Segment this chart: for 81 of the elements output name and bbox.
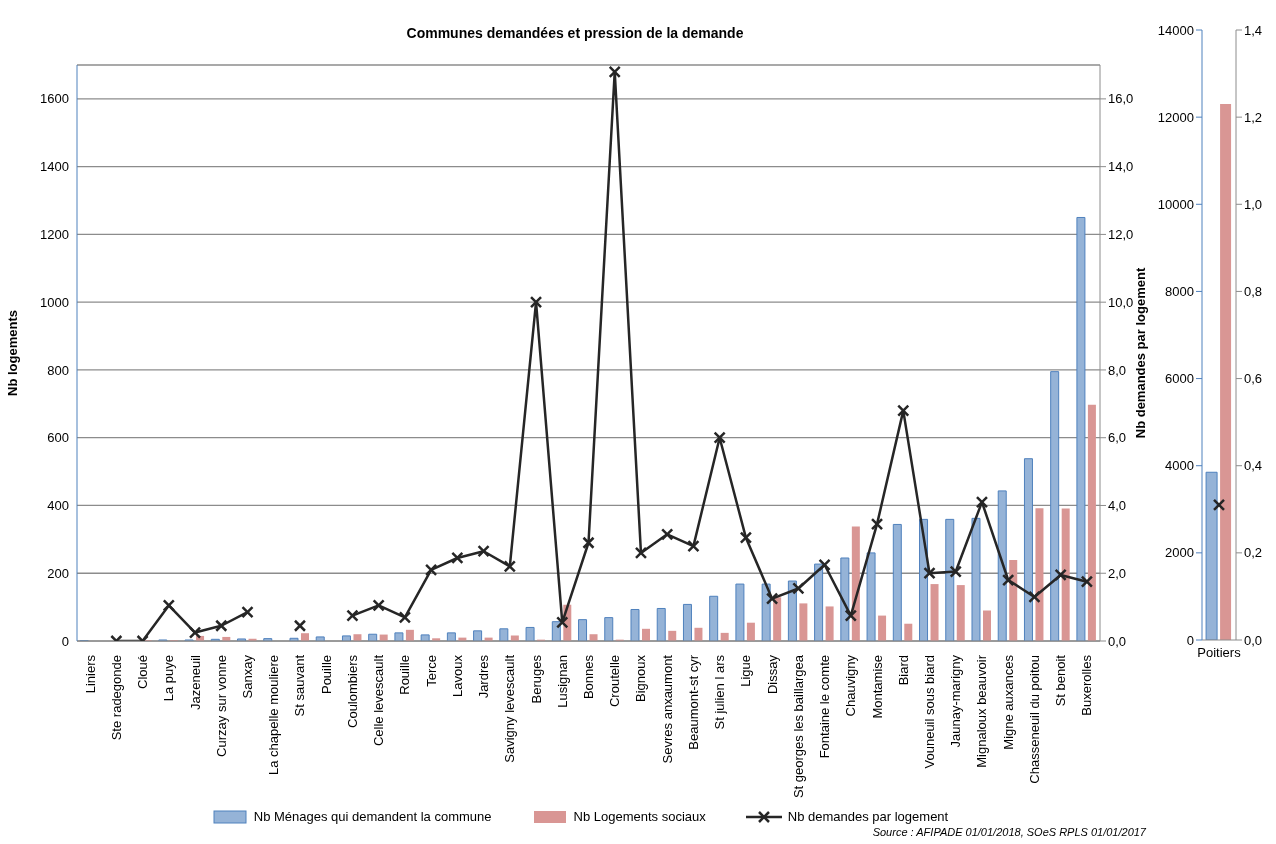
x-tick-label: Croutelle [607, 655, 623, 708]
y2-tick-label: 10,0 [1108, 294, 1134, 310]
legend-label: Nb Ménages qui demandent la commune [253, 809, 492, 824]
x-tick-label: Jazeneuil [187, 654, 203, 710]
x-tick-label: Sanxay [240, 654, 255, 699]
y-tick-label: 1000 [40, 294, 69, 310]
y2-tick-label: 6,0 [1108, 430, 1127, 446]
y2-tick-label: 8,0 [1108, 362, 1127, 378]
y-tick-label: 4000 [1165, 458, 1194, 474]
x-tick-label: Lusignan [554, 655, 570, 708]
x-tick-label: Jardres [476, 654, 492, 699]
y-tick-label: 600 [47, 430, 69, 446]
x-tick-label: Bonnes [581, 654, 596, 700]
x-tick-label: Ste radegonde [108, 655, 124, 741]
x-tick-label: Celle levescault [371, 654, 387, 747]
x-tick-label: Vouneuil sous biard [922, 655, 937, 769]
x-tick-label: Montamise [869, 655, 885, 719]
y-axis-title: Nb logements [4, 310, 20, 396]
x-tick-label: Coulombiers [344, 654, 360, 728]
chart-title: Communes demandées et pression de la demande [405, 25, 745, 41]
x-tick-label: Poitiers [1197, 645, 1242, 661]
y-tick-label: 200 [47, 565, 69, 581]
y2-tick-label: 12,0 [1108, 227, 1134, 243]
x-tick-label: Chauvigny [843, 654, 859, 717]
x-tick-label: Fontaine le comte [817, 655, 833, 759]
x-tick-label: La chapelle mouliere [266, 655, 282, 775]
legend-label: Nb Logements sociaux [573, 809, 706, 824]
y2-tick-label: 0,0 [1244, 632, 1263, 648]
source-note: Source : AFIPADE 01/01/2018, SOeS RPLS 01/01/2017 [872, 826, 1146, 838]
y-tick-label: 800 [47, 362, 69, 378]
y-tick-label: 1600 [40, 91, 69, 107]
y-tick-label: 1400 [40, 159, 69, 175]
y2-tick-label: 16,0 [1108, 91, 1134, 107]
y2-tick-label: 0,4 [1244, 458, 1263, 474]
x-tick-label: Lavoux [449, 654, 465, 697]
y-tick-label: 400 [47, 498, 69, 514]
x-tick-label: Bignoux [633, 654, 649, 702]
y-tick-label: 2000 [1165, 545, 1194, 561]
x-tick-label: Terce [423, 655, 439, 687]
y-tick-label: 14000 [1157, 22, 1194, 38]
y2-tick-label: 2,0 [1108, 565, 1127, 581]
x-tick-label: Jaunay-marigny [948, 654, 964, 748]
y-tick-label: 0 [1186, 632, 1194, 648]
x-tick-label: Cloué [135, 655, 151, 689]
x-tick-label: La puye [161, 655, 177, 702]
x-tick-label: St benoit [1053, 654, 1069, 707]
y-tick-label: 0 [61, 633, 69, 649]
y-tick-label: 6000 [1165, 371, 1194, 387]
x-tick-label: Sevres anxaumont [659, 654, 675, 764]
y-tick-label: 12000 [1157, 109, 1194, 125]
y2-axis-title: Nb demandes par logement [1132, 267, 1148, 439]
x-tick-label: Beaumont-st cyr [685, 654, 701, 750]
y2-tick-label: 0,6 [1244, 371, 1263, 387]
x-tick-label: Pouille [318, 655, 334, 695]
x-tick-label: Chasseneuil du poitou [1026, 655, 1042, 784]
y2-tick-label: 1,0 [1244, 196, 1263, 212]
x-tick-label: Rouille [397, 655, 413, 695]
y2-tick-label: 4,0 [1108, 498, 1127, 514]
x-tick-label: Liniers [82, 654, 98, 694]
x-tick-label: Curzay sur vonne [213, 655, 229, 757]
y2-tick-label: 0,0 [1108, 633, 1127, 649]
y-tick-label: 10000 [1157, 196, 1194, 212]
y-tick-label: 8000 [1165, 284, 1194, 300]
y2-tick-label: 1,2 [1244, 109, 1263, 125]
x-tick-label: Ligue [738, 655, 754, 687]
y2-tick-label: 14,0 [1108, 159, 1134, 175]
x-tick-label: Dissay [764, 654, 780, 695]
y2-tick-label: 0,2 [1244, 545, 1263, 561]
x-tick-label: Beruges [528, 654, 544, 704]
x-tick-label: Mignaloux beauvoir [974, 654, 990, 768]
x-tick-label: Savigny levescault [502, 654, 518, 763]
legend-label: Nb demandes par logement [787, 809, 949, 824]
y-tick-label: 1200 [40, 227, 69, 243]
y2-tick-label: 1,4 [1244, 22, 1263, 38]
x-tick-label: St sauvant [292, 654, 308, 717]
x-tick-label: Buxerolles [1079, 654, 1095, 716]
x-tick-label: Biard [895, 655, 911, 686]
x-tick-label: Migne auxances [1000, 654, 1016, 750]
y2-tick-label: 0,8 [1244, 284, 1263, 300]
x-tick-label: St julien l ars [712, 654, 728, 730]
x-tick-label: St georges les baillargea [790, 654, 806, 799]
